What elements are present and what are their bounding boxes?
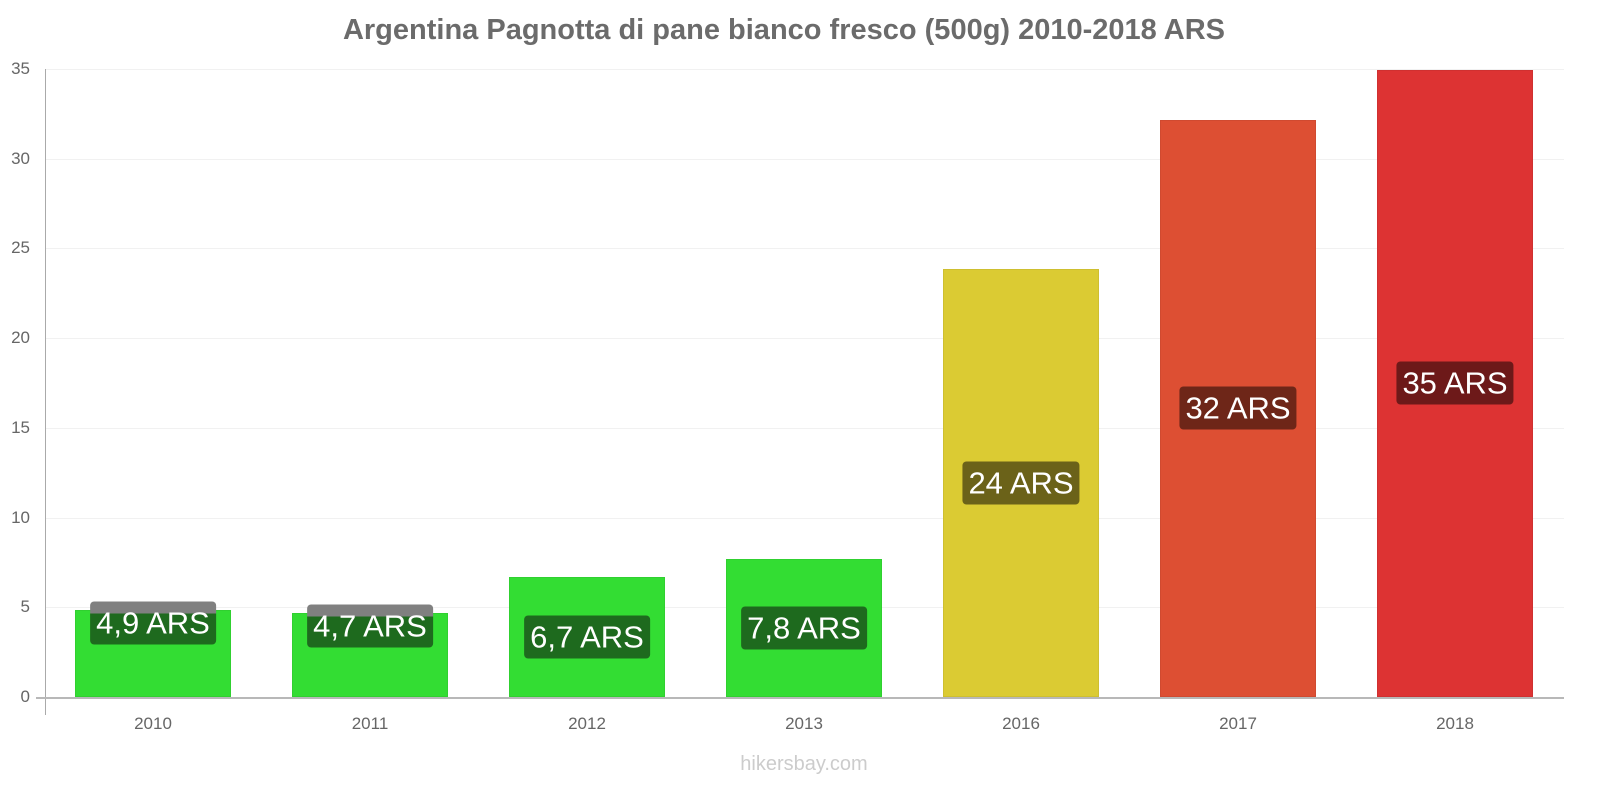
x-tick-label: 2018 (1436, 714, 1474, 733)
x-tick-label: 2016 (1002, 714, 1040, 733)
y-tick-label: 30 (11, 148, 30, 168)
watermark: hikersbay.com (740, 753, 868, 775)
data-label: 4,9 ARS (90, 601, 216, 645)
x-tick-label: 2011 (351, 714, 389, 733)
data-label: 7,8 ARS (741, 606, 867, 650)
gridline (46, 248, 1564, 249)
data-label: 32 ARS (1179, 386, 1297, 430)
data-label: 35 ARS (1396, 361, 1514, 405)
y-tick-label: 10 (11, 507, 30, 527)
y-tick-label: 0 (20, 687, 30, 706)
x-tick-label: 2010 (134, 714, 172, 733)
y-tick-label: 5 (20, 597, 30, 617)
data-label: 6,7 ARS (524, 615, 650, 659)
data-label: 24 ARS (962, 461, 1080, 505)
x-tick-label: 2013 (785, 714, 823, 733)
data-label: 4,7 ARS (307, 604, 433, 648)
gridline (46, 428, 1564, 429)
gridline (46, 518, 1564, 519)
gridline (46, 338, 1564, 339)
y-tick-label: 15 (11, 417, 30, 437)
y-tick-label: 20 (11, 328, 30, 348)
x-axis-line (36, 697, 1564, 699)
gridline (46, 159, 1564, 160)
chart-title: Argentina Pagnotta di pane bianco fresco… (342, 14, 1226, 46)
y-tick-label: 25 (11, 238, 30, 258)
gridline (46, 69, 1564, 70)
y-axis-line (45, 69, 46, 715)
x-tick-label: 2012 (568, 714, 606, 733)
y-tick-label: 35 (11, 59, 30, 78)
x-tick-label: 2017 (1219, 714, 1257, 733)
